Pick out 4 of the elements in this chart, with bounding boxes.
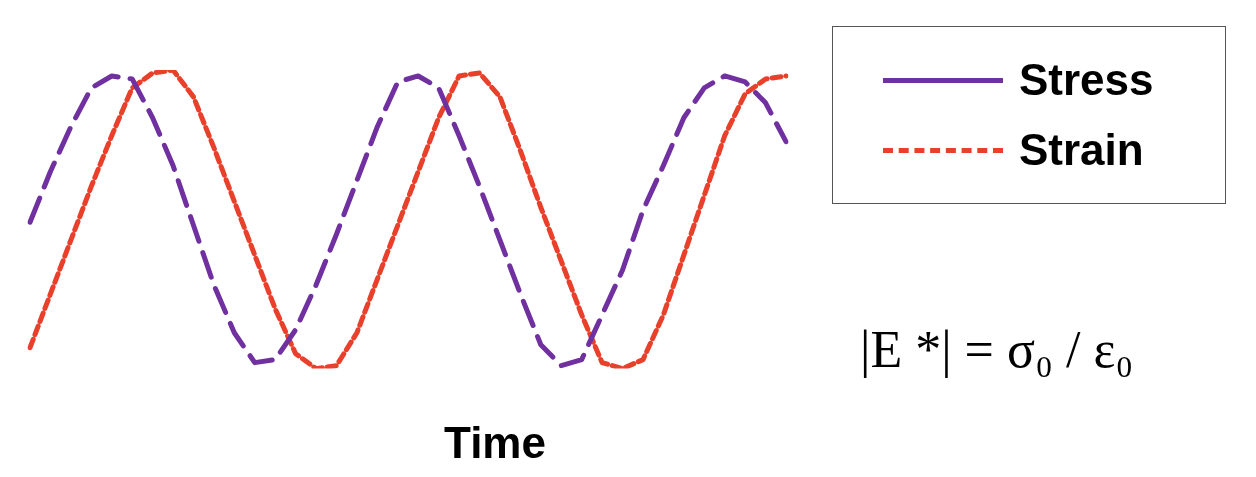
legend-label: Stress bbox=[1019, 55, 1154, 105]
text: |E *| = σ₀ / ε₀ bbox=[860, 320, 1134, 379]
x-axis-title: Time bbox=[443, 418, 547, 468]
legend-label: Strain bbox=[1019, 125, 1144, 175]
